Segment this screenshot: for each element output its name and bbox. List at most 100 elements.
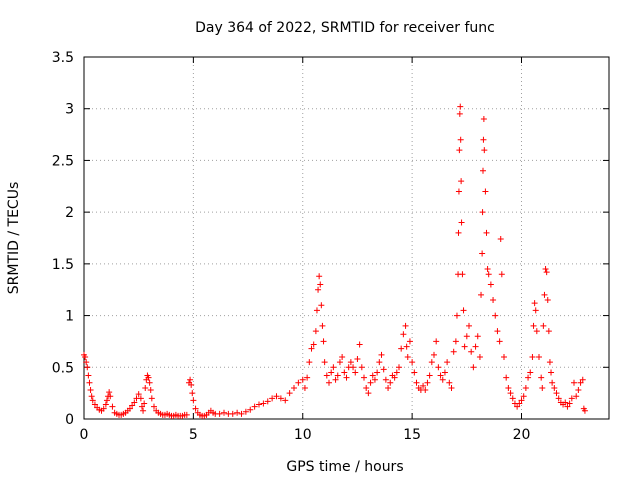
data-point (468, 348, 475, 355)
data-point (428, 359, 435, 366)
data-point (403, 343, 410, 350)
data-point (109, 403, 116, 410)
data-point (505, 384, 512, 391)
data-point (190, 397, 197, 404)
data-point (406, 338, 413, 345)
data-point (334, 372, 341, 379)
data-point (527, 369, 534, 376)
data-point (450, 348, 457, 355)
data-point (573, 393, 580, 400)
data-point (216, 410, 223, 417)
data-point (439, 376, 446, 383)
data-point (543, 269, 550, 276)
data-point (437, 372, 444, 379)
data-point (448, 384, 455, 391)
data-point (320, 338, 327, 345)
data-point (316, 273, 323, 280)
data-point (380, 366, 387, 373)
data-point (391, 374, 398, 381)
data-point (369, 372, 376, 379)
data-point (568, 395, 575, 402)
data-point (453, 312, 460, 319)
data-point (376, 359, 383, 366)
data-point (315, 286, 322, 293)
data-point (433, 338, 440, 345)
data-point (140, 407, 147, 414)
data-point (472, 343, 479, 350)
data-point (444, 359, 451, 366)
data-point (533, 328, 540, 335)
data-point (551, 384, 558, 391)
data-point (522, 384, 529, 391)
data-point (480, 167, 486, 174)
data-point (413, 379, 420, 386)
data-point (247, 406, 254, 413)
y-tick-labels: 0 0.5 1 1.5 2 2.5 3 3.5 (52, 50, 74, 428)
data-point (183, 411, 190, 418)
data-point (295, 379, 302, 386)
data-point (426, 372, 433, 379)
data-point (192, 405, 199, 412)
data-point (102, 401, 109, 408)
data-point (188, 381, 195, 388)
data-point (82, 353, 89, 360)
x-tick-label: 5 (189, 427, 198, 443)
data-point (400, 331, 407, 338)
data-point (363, 384, 370, 391)
data-point (460, 307, 467, 314)
x-tick-label: 0 (80, 427, 89, 443)
data-point (466, 322, 472, 329)
data-point (579, 376, 586, 383)
y-tick-label: 1 (65, 309, 74, 325)
data-point (339, 353, 346, 360)
data-point (455, 229, 462, 236)
data-point (100, 405, 107, 412)
data-point (497, 236, 504, 243)
data-point (330, 364, 337, 371)
data-point (479, 250, 486, 257)
data-point (540, 322, 547, 329)
data-point (457, 136, 464, 143)
axis-ticks (83, 56, 609, 420)
data-point (435, 364, 442, 371)
y-tick-label: 2.5 (52, 153, 74, 169)
data-point (328, 369, 335, 376)
data-point (264, 398, 271, 405)
data-point (553, 390, 560, 397)
data-point (446, 379, 453, 386)
data-point (83, 359, 90, 366)
data-point (480, 136, 487, 143)
data-point (536, 353, 542, 360)
data-point (341, 369, 348, 376)
data-point (549, 379, 556, 386)
data-point (458, 219, 465, 226)
data-point (548, 369, 555, 376)
data-point (581, 407, 588, 414)
data-point (562, 399, 569, 406)
data-point (151, 403, 157, 410)
data-point (532, 307, 539, 314)
y-tick-label: 0.5 (52, 360, 74, 376)
data-point (459, 271, 466, 278)
data-point (478, 291, 485, 298)
data-point (482, 188, 489, 195)
data-point (371, 376, 378, 383)
data-point (461, 343, 468, 350)
data-point (487, 281, 494, 288)
data-point (474, 333, 481, 340)
data-point (336, 359, 343, 366)
data-point (86, 379, 93, 386)
y-tick-label: 3.5 (52, 50, 74, 66)
data-point (361, 374, 367, 381)
data-point (441, 369, 448, 376)
x-tick-label: 10 (294, 427, 312, 443)
data-point (544, 297, 551, 304)
data-point (378, 351, 385, 358)
data-point (323, 372, 330, 379)
data-point (137, 395, 144, 402)
data-point (141, 400, 148, 407)
data-point (365, 390, 372, 397)
y-tick-label: 3 (65, 102, 74, 118)
data-point (458, 178, 465, 185)
data-point (326, 379, 332, 386)
